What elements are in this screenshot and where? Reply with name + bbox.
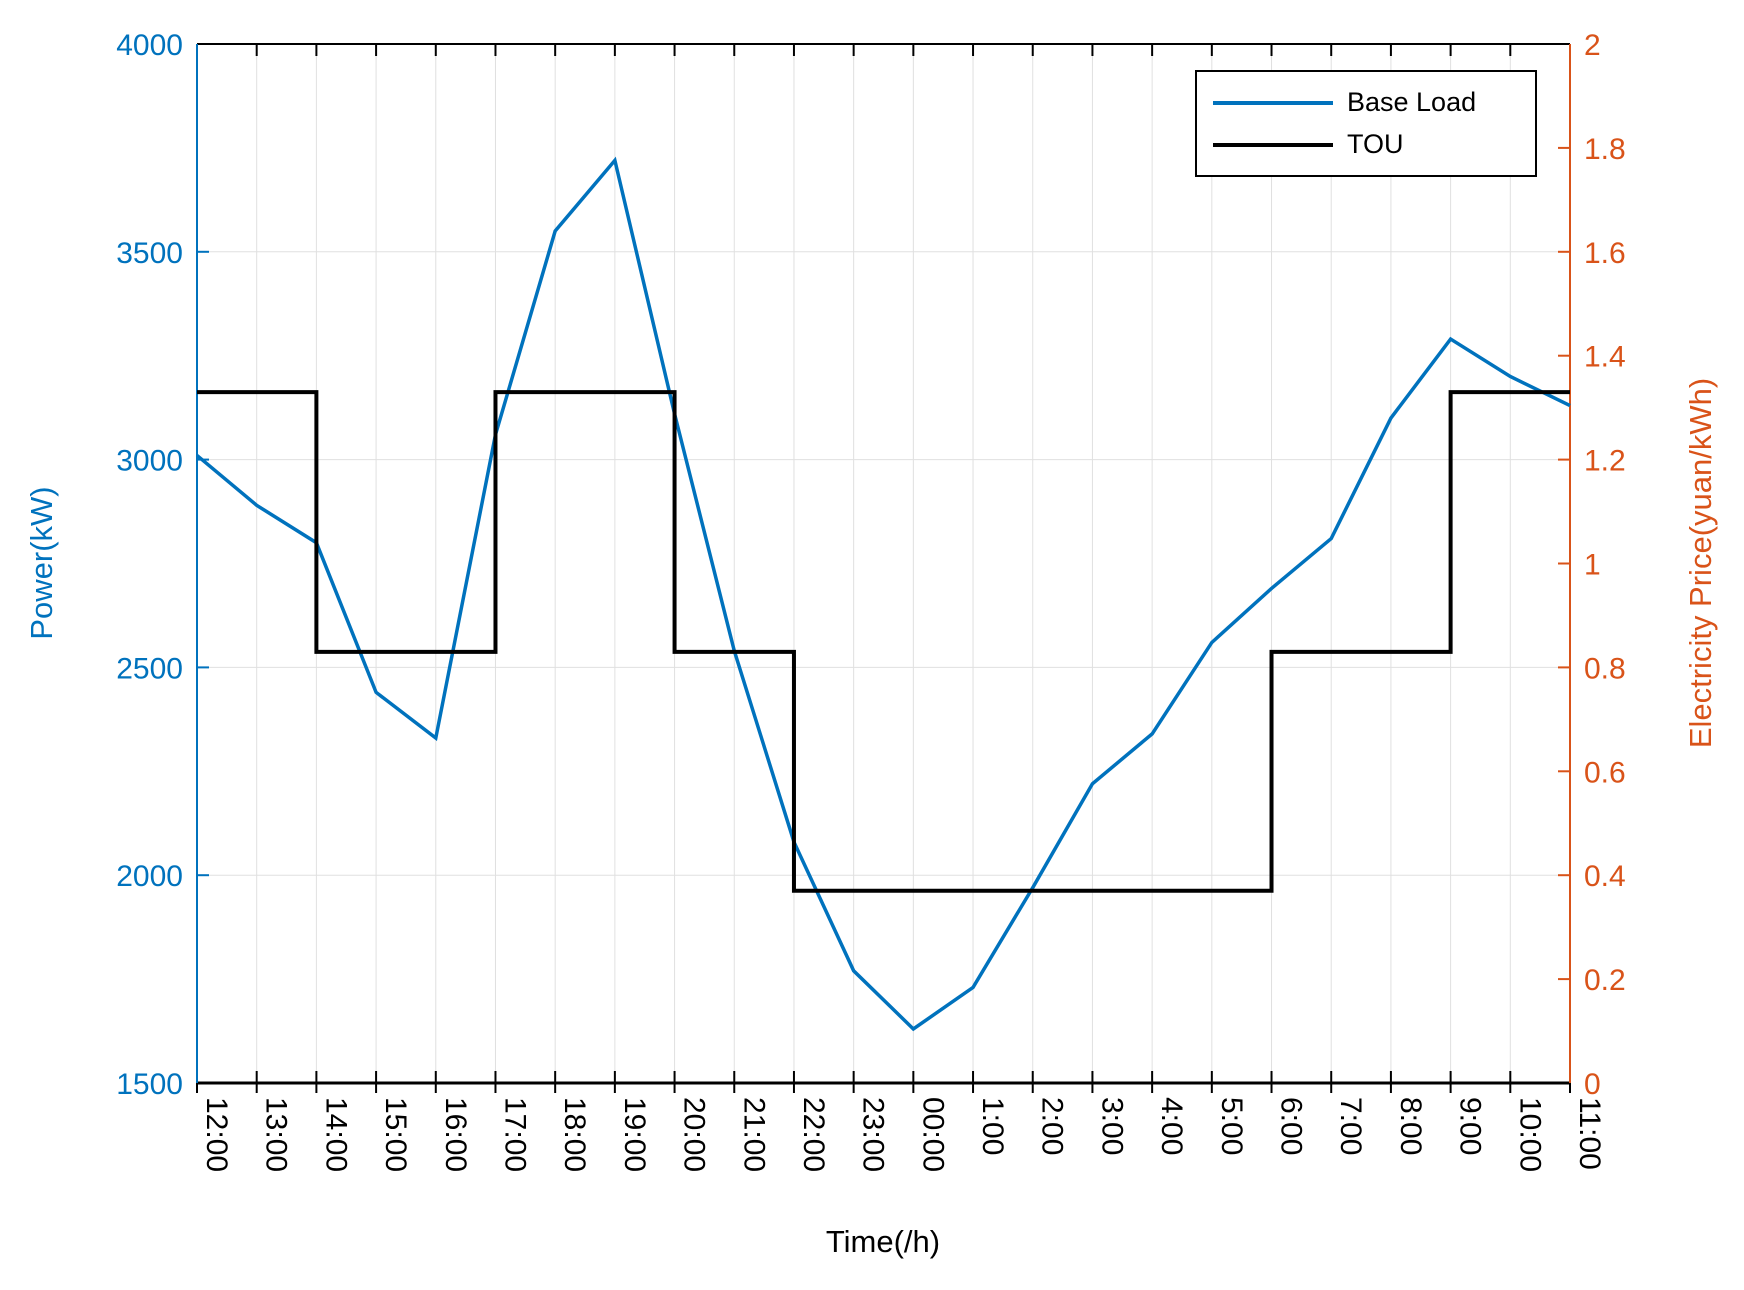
x-tick-label: 15:00 <box>379 1097 412 1172</box>
legend-label: Base Load <box>1347 87 1477 117</box>
x-tick-label: 9:00 <box>1454 1097 1487 1155</box>
x-tick-label: 12:00 <box>200 1097 233 1172</box>
right-y-tick-label: 1 <box>1584 549 1601 582</box>
right-y-axis-title: Electricity Price(yuan/kWh) <box>1683 377 1718 749</box>
x-tick-label: 7:00 <box>1334 1097 1367 1155</box>
right-y-tick-label: 0.2 <box>1584 964 1626 997</box>
right-y-tick-label: 2 <box>1584 29 1601 62</box>
x-tick-label: 18:00 <box>558 1097 591 1172</box>
left-y-tick-label: 3000 <box>116 445 183 478</box>
x-tick-label: 13:00 <box>260 1097 293 1172</box>
legend-line-sample-base-load <box>1213 100 1333 105</box>
legend: Base Load TOU <box>1195 70 1537 177</box>
left-y-tick-label: 1500 <box>116 1068 183 1101</box>
series-base-load <box>195 156 1571 1032</box>
left-y-tick-label: 2000 <box>116 860 183 893</box>
x-tick-label: 10:00 <box>1513 1097 1546 1172</box>
right-y-tick-label: 1.6 <box>1584 237 1626 270</box>
x-tick-label: 3:00 <box>1095 1097 1128 1155</box>
x-axis-title: Time(/h) <box>825 1224 941 1259</box>
right-y-tick-label: 0 <box>1584 1068 1601 1101</box>
x-tick-label: 2:00 <box>1036 1097 1069 1155</box>
legend-line-sample-tou <box>1213 142 1333 147</box>
left-y-tick-label: 2500 <box>116 652 183 685</box>
x-tick-label: 19:00 <box>618 1097 651 1172</box>
x-tick-label: 22:00 <box>797 1097 830 1172</box>
x-tick-label: 6:00 <box>1275 1097 1308 1155</box>
legend-item-tou: TOU <box>1197 129 1535 160</box>
right-y-tick-label: 0.8 <box>1584 652 1626 685</box>
x-tick-label: 14:00 <box>319 1097 352 1172</box>
x-tick-label: 20:00 <box>678 1097 711 1172</box>
right-y-tick-label: 1.8 <box>1584 133 1626 166</box>
x-tick-label: 17:00 <box>498 1097 531 1172</box>
x-tick-label: 11:00 <box>1573 1097 1606 1170</box>
x-tick-label: 1:00 <box>976 1097 1009 1155</box>
left-y-tick-label: 3500 <box>116 237 183 270</box>
right-y-tick-label: 1.4 <box>1584 341 1626 374</box>
right-y-tick-label: 0.4 <box>1584 860 1626 893</box>
x-tick-label: 4:00 <box>1155 1097 1188 1155</box>
x-tick-label: 00:00 <box>916 1097 949 1172</box>
x-tick-label: 21:00 <box>737 1097 770 1172</box>
left-y-tick-label: 4000 <box>116 29 183 62</box>
left-y-axis-title: Power(kW) <box>24 486 59 640</box>
x-tick-label: 23:00 <box>857 1097 890 1172</box>
legend-label: TOU <box>1347 129 1404 159</box>
legend-item-base-load: Base Load <box>1197 87 1535 118</box>
x-tick-label: 8:00 <box>1394 1097 1427 1155</box>
right-y-tick-label: 1.2 <box>1584 445 1626 478</box>
x-tick-label: 5:00 <box>1215 1097 1248 1155</box>
x-tick-label: 16:00 <box>439 1097 472 1172</box>
right-y-tick-label: 0.6 <box>1584 756 1626 789</box>
series-tou <box>197 390 1570 893</box>
